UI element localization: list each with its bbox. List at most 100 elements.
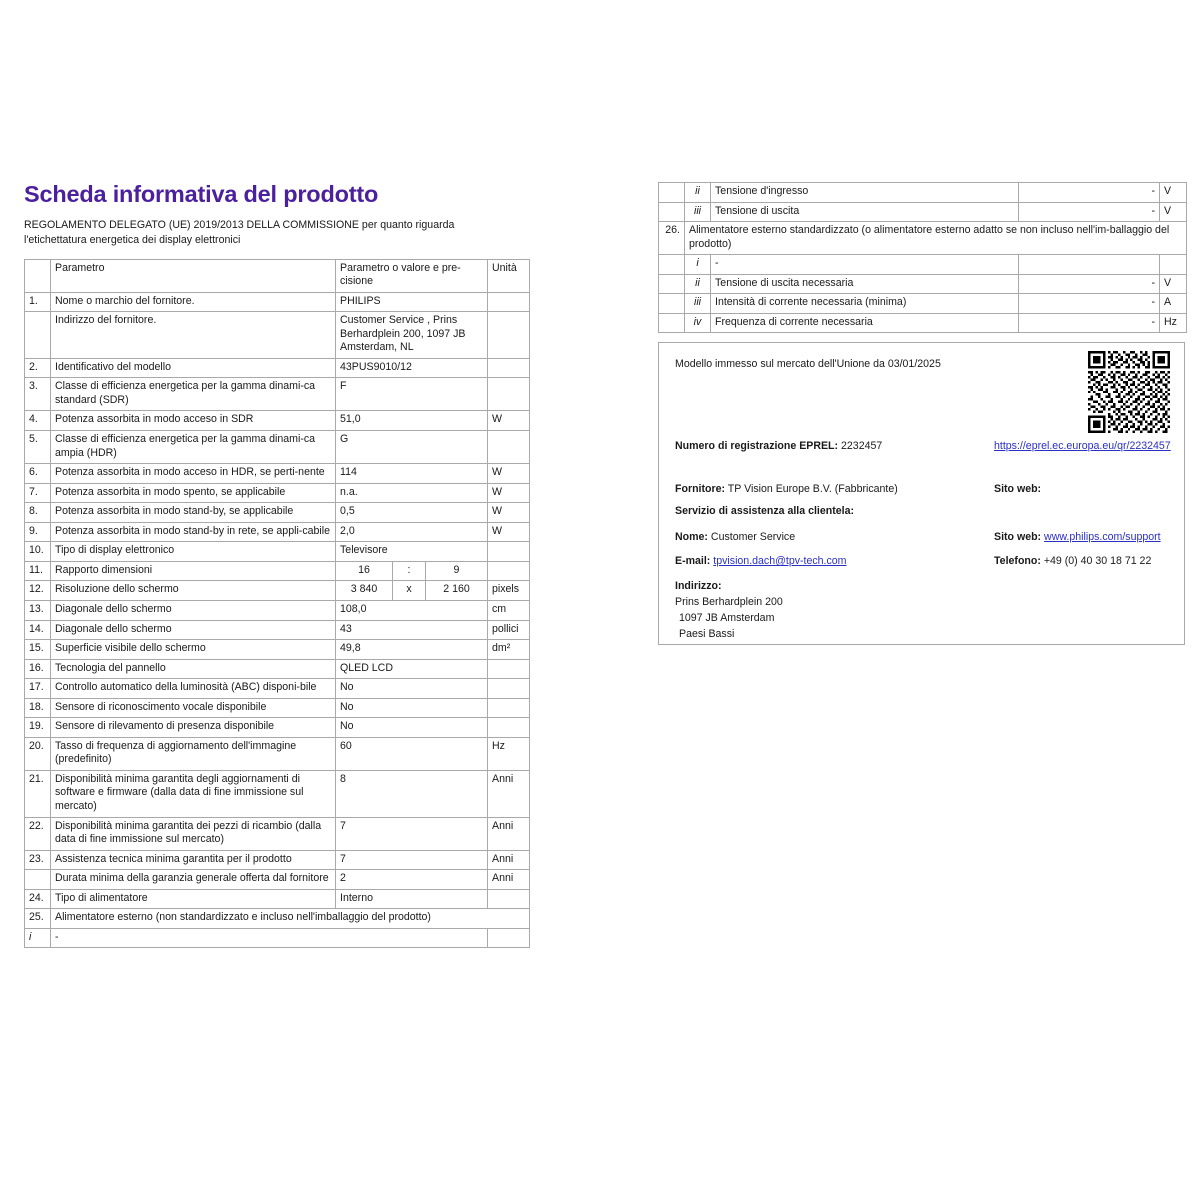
table-row: 4. Potenza assorbita in modo acceso in SD… xyxy=(24,410,530,432)
roman-numeral: iv xyxy=(684,312,711,334)
contact-name-row: Nome: Customer Service xyxy=(675,530,795,545)
row-unit xyxy=(487,541,530,562)
row-number: 12. xyxy=(24,580,51,601)
table-row: ii Tensione di uscita necessaria - V xyxy=(658,273,1187,295)
eprel-qr-link[interactable]: https://eprel.ec.europa.eu/qr/2232457 xyxy=(994,440,1171,452)
row-number: 6. xyxy=(24,463,51,484)
row-value: Interno xyxy=(335,888,488,910)
roman-numeral: ii xyxy=(684,273,711,295)
row-parameter: Tensione d'ingresso xyxy=(710,182,1019,203)
row-parameter: Identificativo del modello xyxy=(50,357,336,379)
row-unit: W xyxy=(487,482,530,504)
row-parameter: Tipo di alimentatore xyxy=(50,888,336,910)
telephone-label: Telefono: xyxy=(994,555,1041,567)
header-value: Parametro o valore e pre-cisione xyxy=(335,258,488,293)
row-unit: V xyxy=(1159,273,1187,295)
split-a: 3 840 xyxy=(336,581,393,600)
row-number xyxy=(658,254,685,275)
row-unit: W xyxy=(487,521,530,543)
row-unit: W xyxy=(487,502,530,523)
table-row: 12. Risoluzione dello schermo 3 840 x 2 160 p… xyxy=(24,580,530,601)
row-parameter: Controllo automatico della luminosità (A… xyxy=(50,678,336,699)
row-value: n.a. xyxy=(335,482,488,504)
telephone-value: +49 (0) 40 30 18 71 22 xyxy=(1043,555,1152,567)
eprel-value: 2232457 xyxy=(841,440,883,452)
row-number: 2. xyxy=(24,357,51,379)
row-unit xyxy=(487,697,530,719)
row-parameter: Nome o marchio del fornitore. xyxy=(50,291,336,313)
address-line-2: 1097 JB Amsterdam xyxy=(679,612,775,624)
row-unit: Anni xyxy=(487,849,530,871)
supplier-value: TP Vision Europe B.V. (Fabbricante) xyxy=(727,483,898,495)
address-line-3: Paesi Bassi xyxy=(679,628,735,640)
qr-code-icon[interactable] xyxy=(1088,351,1170,433)
section-number: 26. xyxy=(658,221,685,256)
row-unit xyxy=(487,888,530,910)
table-row: ii Tensione d'ingresso - V xyxy=(658,182,1187,203)
table-row: 15. Superficie visibile dello schermo 49,8… xyxy=(24,639,530,660)
contact-name-label: Nome: xyxy=(675,531,708,543)
row-number xyxy=(658,182,685,203)
row-number: 13. xyxy=(24,599,51,621)
row-value: 8 xyxy=(335,769,488,818)
section-number: 25. xyxy=(24,908,51,929)
row-value: F xyxy=(335,377,488,412)
address-label: Indirizzo: xyxy=(675,580,722,592)
row-unit xyxy=(487,291,530,313)
table-row: 22. Disponibilità minima garantita dei pe… xyxy=(24,816,530,851)
row-number: 14. xyxy=(24,619,51,641)
table-row: 23. Assistenza tecnica minima garantita p… xyxy=(24,849,530,871)
row-parameter: - xyxy=(710,254,1019,275)
row-number xyxy=(658,273,685,295)
row-number: 24. xyxy=(24,888,51,910)
row-unit: Hz xyxy=(1159,312,1187,334)
website-label-2: Sito web: xyxy=(994,531,1042,543)
row-number: 3. xyxy=(24,377,51,412)
row-number: 17. xyxy=(24,678,51,699)
header-num xyxy=(24,258,51,293)
row-parameter: Sensore di riconoscimento vocale disponi… xyxy=(50,697,336,719)
row-unit: W xyxy=(487,410,530,432)
telephone-row: Telefono: +49 (0) 40 30 18 71 22 xyxy=(994,554,1151,569)
website-label-1: Sito web: xyxy=(994,483,1042,495)
table-row: Durata minima della garanzia generale of… xyxy=(24,869,530,890)
row-unit xyxy=(487,717,530,738)
website-row-2: Sito web: www.philips.com/support xyxy=(994,530,1161,545)
table-roman-row: i- xyxy=(24,927,530,949)
section-text: Alimentatore esterno (non standardizzato… xyxy=(50,908,530,929)
row-value: 60 xyxy=(335,736,488,771)
row-number xyxy=(24,311,51,359)
row-number xyxy=(24,869,51,890)
row-unit xyxy=(487,430,530,465)
row-parameter: Assistenza tecnica minima garantita per … xyxy=(50,849,336,871)
address-line-1: Prins Berhardplein 200 xyxy=(675,596,783,608)
row-unit xyxy=(487,377,530,412)
table-row: 10. Tipo di display elettronico Televisore xyxy=(24,541,530,562)
row-number: 21. xyxy=(24,769,51,818)
website-link[interactable]: www.philips.com/support xyxy=(1044,531,1161,543)
split-b: 9 xyxy=(453,563,460,576)
header-unit: Unità xyxy=(487,258,530,293)
table-row: iv Frequenza di corrente necessaria - Hz xyxy=(658,312,1187,334)
row-unit: cm xyxy=(487,599,530,621)
row-value-split: 3 840 x 2 160 xyxy=(335,580,488,601)
email-label: E-mail: xyxy=(675,555,711,567)
table-row: 24. Tipo di alimentatore Interno xyxy=(24,888,530,910)
row-number xyxy=(658,293,685,314)
market-entry-date: Modello immesso sul mercato dell'Unione … xyxy=(675,358,941,370)
row-number: 22. xyxy=(24,816,51,851)
row-number: 7. xyxy=(24,482,51,504)
row-parameter: Superficie visibile dello schermo xyxy=(50,639,336,660)
row-parameter: Sensore di rilevamento di presenza dispo… xyxy=(50,717,336,738)
row-parameter: Tecnologia del pannello xyxy=(50,658,336,680)
regulation-subtitle: REGOLAMENTO DELEGATO (UE) 2019/2013 DELL… xyxy=(24,218,455,247)
table-row: 7. Potenza assorbita in modo spento, se a… xyxy=(24,482,530,504)
row-number: 11. xyxy=(24,560,51,582)
table-row: 13. Diagonale dello schermo 108,0 cm xyxy=(24,599,530,621)
row-parameter: Indirizzo del fornitore. xyxy=(50,311,336,359)
email-link[interactable]: tpvision.dach@tpv-tech.com xyxy=(713,555,847,567)
row-unit: V xyxy=(1159,182,1187,203)
customer-service-heading: Servizio di assistenza alla clientela: xyxy=(675,505,854,517)
row-value: 43 xyxy=(335,619,488,641)
